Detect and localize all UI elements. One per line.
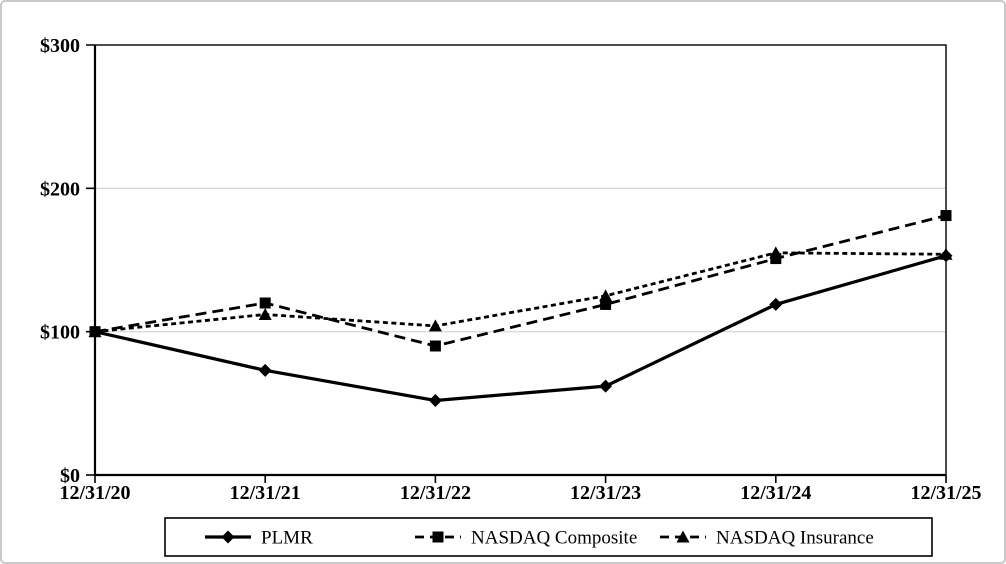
plot-border [94,44,947,476]
x-axis-tick-label: 12/31/24 [740,482,811,504]
legend-item-nasdaq-insurance: NASDAQ Insurance [660,528,874,549]
legend-square-marker [432,531,444,543]
diamond-marker [258,363,272,377]
diamond-marker [939,249,953,263]
series-markers-nasdaq-composite [89,210,952,352]
square-marker [259,297,271,309]
series-nasdaq-composite [94,214,947,348]
x-axis-tick-label: 12/31/20 [59,482,130,504]
legend-box [164,517,933,557]
legend-label: NASDAQ Insurance [716,528,874,549]
y-axis-tick-label: $300 [40,35,80,57]
x-axis-tick-label: 12/31/21 [230,482,301,504]
series-markers-plmr [88,249,953,407]
y-axis-tick-label: $100 [40,322,80,344]
triangle-marker [599,289,613,302]
diamond-marker [599,379,613,393]
series-line [94,254,947,403]
series-nasdaq-insurance [94,251,947,334]
legend-label: NASDAQ Composite [471,528,637,549]
series-line [94,251,947,334]
square-marker [429,340,441,352]
triangle-marker [428,319,442,332]
x-axis-tick-label: 12/31/25 [910,482,981,504]
legend-item-nasdaq-composite: NASDAQ Composite [415,528,637,549]
square-marker [770,253,782,265]
diamond-marker [769,297,783,311]
diamond-marker [428,393,442,407]
legend-diamond-marker [221,530,235,544]
series-line [94,214,947,348]
square-marker [940,210,952,222]
x-axis-tick-label: 12/31/23 [570,482,641,504]
y-axis-tick-label: $0 [60,465,80,487]
x-axis-tick-label: 12/31/22 [400,482,471,504]
series-plmr [94,254,947,403]
diamond-marker [88,325,102,339]
triangle-marker [769,246,783,259]
legend-item-plmr: PLMR [205,528,313,549]
legend-triangle-marker [676,530,690,543]
square-marker [600,298,612,310]
y-axis-tick-label: $200 [40,178,80,200]
legend-label: PLMR [261,528,313,549]
triangle-marker [258,307,272,320]
